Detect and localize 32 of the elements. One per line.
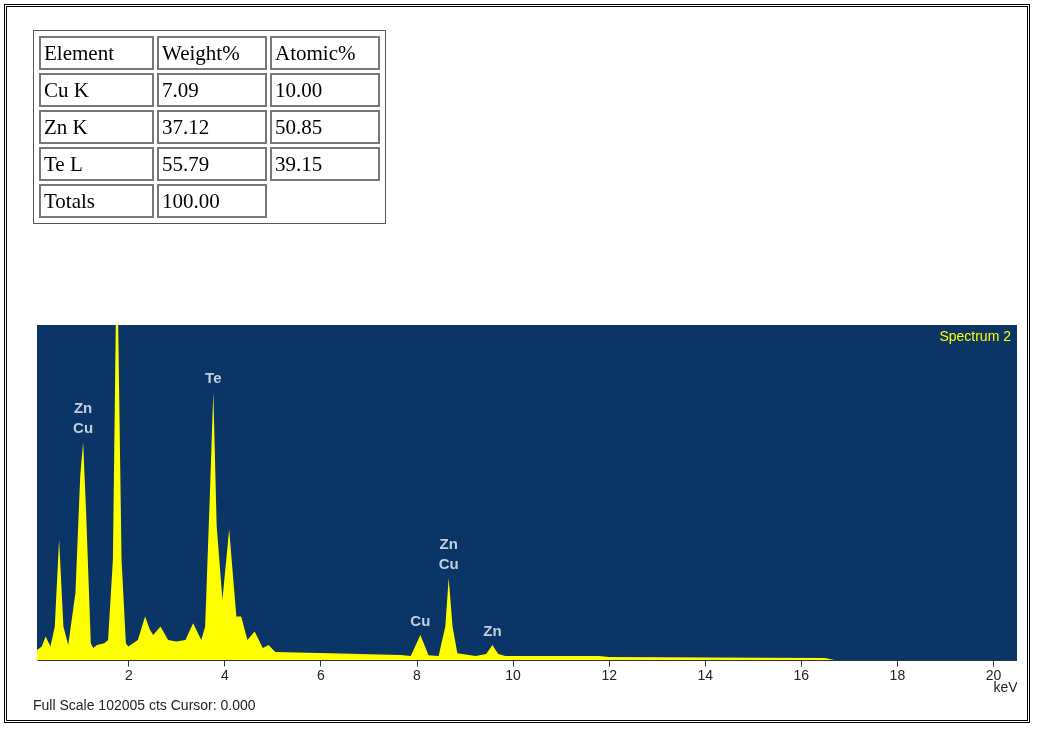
- x-tick-label: 14: [697, 666, 714, 683]
- text: Zn K: [39, 110, 154, 144]
- x-tick-label: 10: [505, 666, 522, 683]
- text: Weight%: [157, 36, 267, 70]
- text: 55.79: [157, 147, 267, 181]
- text: Totals: [39, 184, 154, 218]
- text: Full Scale 102005 cts Cursor: 0.000: [33, 697, 256, 713]
- x-tick-label: 4: [220, 666, 229, 683]
- x-tick-label: 8: [413, 666, 422, 683]
- text: 37.12: [157, 110, 267, 144]
- text: Te L: [39, 147, 154, 181]
- text: 50.85: [270, 110, 380, 144]
- annotation: Cu: [410, 611, 431, 629]
- text: 39.15: [270, 147, 380, 181]
- text: Cu K: [39, 73, 154, 107]
- text: 100.00: [157, 184, 267, 218]
- annotation: Cu: [438, 554, 459, 572]
- x-tick-label: 2: [124, 666, 133, 683]
- annotation: Cu: [73, 419, 94, 437]
- x-tick-label: 18: [889, 666, 906, 683]
- annotation: Zn: [73, 399, 93, 417]
- x-tick-label: 16: [793, 666, 810, 683]
- text: Element: [39, 36, 154, 70]
- text: Atomic%: [270, 36, 380, 70]
- text: 7.09: [157, 73, 267, 107]
- annotation: Zn: [439, 534, 458, 552]
- text: Spectrum 2: [939, 328, 1012, 344]
- x-tick-label: 6: [317, 666, 326, 683]
- x-tick-label: 12: [601, 666, 618, 683]
- text: 10.00: [270, 73, 380, 107]
- annotation: Zn: [483, 621, 502, 639]
- annotation: Te: [205, 369, 222, 386]
